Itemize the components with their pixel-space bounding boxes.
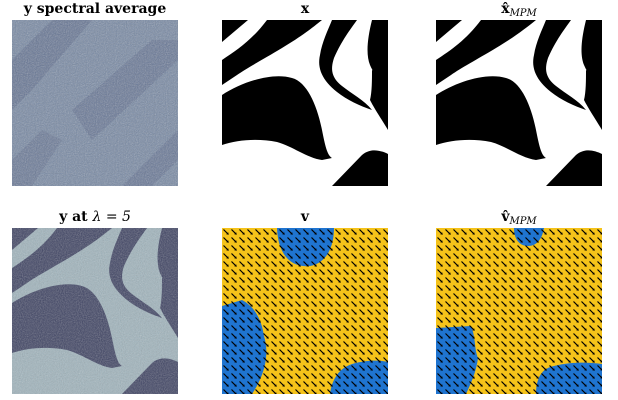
title-bold-part: x — [300, 1, 310, 17]
title-bold-part: v — [300, 209, 310, 225]
panel-title-y-spectral-average: y spectral average — [12, 0, 178, 18]
y-spectral-average-image — [12, 20, 178, 186]
title-bold-part: y spectral average — [23, 1, 167, 17]
v-mpm-image — [436, 228, 602, 394]
panel-title-x: x — [222, 0, 388, 18]
panel-title-y-lambda: y at λ = 5 — [12, 208, 178, 226]
title-bold-part: v̂ — [501, 209, 510, 225]
title-subscript: MPM — [509, 216, 537, 227]
panel-title-v: v — [222, 208, 388, 226]
x-mpm-image — [436, 20, 602, 186]
y-lambda-image — [12, 228, 178, 394]
title-bold-part: x̂ — [501, 1, 510, 17]
panel-title-v-mpm: v̂MPM — [436, 208, 602, 227]
title-bold-part: y at — [59, 209, 93, 225]
title-math-part: λ = 5 — [92, 209, 131, 225]
panel-title-x-mpm: x̂MPM — [436, 0, 602, 19]
x-image — [222, 20, 388, 186]
title-subscript: MPM — [509, 8, 537, 19]
v-image — [222, 228, 388, 394]
